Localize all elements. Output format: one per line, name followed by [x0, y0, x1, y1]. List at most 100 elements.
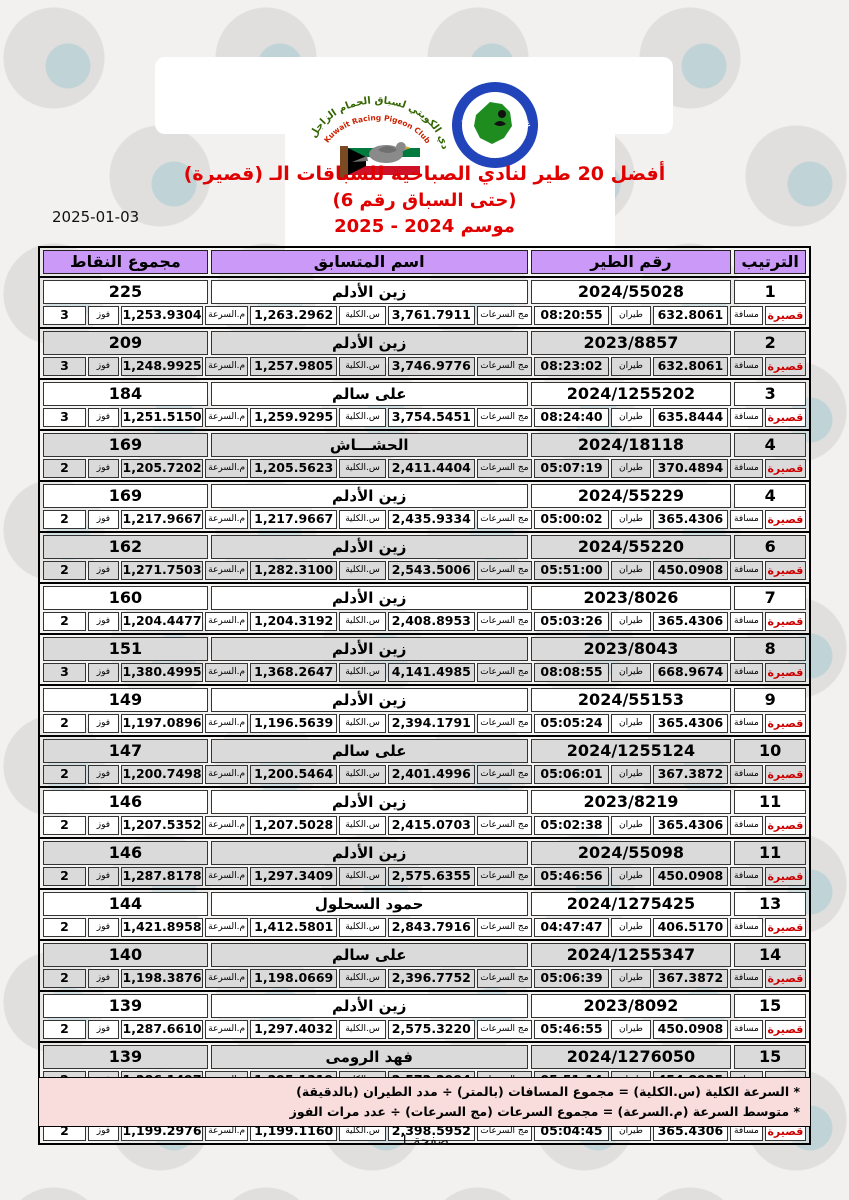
- flight-time-value: 05:51:00: [533, 561, 610, 580]
- race-type-badge: قصيرة: [764, 561, 806, 580]
- sum-speeds-value: 2,408.8953: [387, 612, 475, 631]
- sum-speeds-label: مج السرعات: [476, 459, 532, 478]
- pigeon-number-cell: 2023/8857: [530, 331, 732, 355]
- pigeon-number-cell: 2023/8092: [530, 994, 732, 1018]
- pigeon-number-cell: 2024/1276050: [530, 1045, 732, 1069]
- rank-cell: 7: [734, 586, 806, 610]
- total-speed-label: س.الكلية: [339, 408, 386, 427]
- distance-label: مسافة: [730, 969, 763, 988]
- flight-time-value: 08:23:02: [533, 357, 610, 376]
- avg-speed-value: 1,251.5150: [120, 408, 204, 427]
- entry-main-row: 7 2023/8026 زين الأدلم 160: [40, 585, 809, 611]
- win-label: فوز: [87, 867, 119, 886]
- pigeon-number-cell: 2024/1255202: [530, 382, 732, 406]
- total-speed-value: 1,282.3100: [250, 561, 338, 580]
- entry-detail-row: قصيرة مسافة 450.0908 طيران 05:46:55 مج ا…: [40, 1019, 809, 1039]
- flight-label: طيران: [611, 663, 651, 682]
- entry-detail-row: قصيرة مسافة 365.4306 طيران 05:00:02 مج ا…: [40, 509, 809, 529]
- total-speed-value: 1,200.5464: [250, 765, 338, 784]
- rank-cell: 11: [734, 790, 806, 814]
- sum-speeds-value: 2,415.0703: [387, 816, 475, 835]
- entry-detail-row: قصيرة مسافة 367.3872 طيران 05:06:01 مج ا…: [40, 764, 809, 784]
- total-points-cell: 209: [43, 331, 208, 355]
- flight-time-value: 08:20:55: [533, 306, 610, 325]
- distance-value: 450.0908: [652, 561, 729, 580]
- results-table: الترتيب رقم الطير اسم المتسابق مجموع الن…: [38, 246, 811, 1145]
- total-points-cell: 160: [43, 586, 208, 610]
- total-speed-label: س.الكلية: [339, 663, 386, 682]
- table-row: 14 2024/1255347 على سالم 140 قصيرة مسافة…: [40, 941, 809, 992]
- distance-label: مسافة: [730, 663, 763, 682]
- flight-label: طيران: [611, 765, 651, 784]
- table-row: 6 2024/55220 زين الأدلم 162 قصيرة مسافة …: [40, 533, 809, 584]
- rank-cell: 10: [734, 739, 806, 763]
- sum-speeds-label: مج السرعات: [476, 306, 532, 325]
- distance-label: مسافة: [730, 561, 763, 580]
- distance-value: 367.3872: [652, 969, 729, 988]
- distance-value: 632.8061: [652, 306, 729, 325]
- col-header-rank: الترتيب: [734, 250, 806, 274]
- competitor-name-cell: على سالم: [210, 382, 528, 406]
- rank-cell: 14: [734, 943, 806, 967]
- total-speed-label: س.الكلية: [339, 510, 386, 529]
- wins-value: 2: [43, 867, 86, 886]
- distance-label: مسافة: [730, 612, 763, 631]
- total-speed-value: 1,297.3409: [250, 867, 338, 886]
- sum-speeds-value: 2,575.3220: [387, 1020, 475, 1039]
- flight-time-value: 05:46:56: [533, 867, 610, 886]
- flight-label: طيران: [611, 510, 651, 529]
- avg-speed-value: 1,287.6610: [120, 1020, 204, 1039]
- rank-cell: 2: [734, 331, 806, 355]
- entry-detail-row: قصيرة مسافة 367.3872 طيران 05:06:39 مج ا…: [40, 968, 809, 988]
- table-row: 4 2024/55229 زين الأدلم 169 قصيرة مسافة …: [40, 482, 809, 533]
- title-season: موسم 2024 - 2025: [334, 216, 515, 237]
- avg-speed-value: 1,205.7202: [120, 459, 204, 478]
- flight-label: طيران: [611, 612, 651, 631]
- race-type-badge: قصيرة: [764, 918, 806, 937]
- flight-time-value: 08:08:55: [533, 663, 610, 682]
- distance-label: مسافة: [730, 510, 763, 529]
- avg-speed-value: 1,204.4477: [120, 612, 204, 631]
- win-label: فوز: [87, 714, 119, 733]
- report-titles: أفضل 20 طير لنادي الصباحية للسباقات الـ …: [0, 161, 849, 240]
- avg-speed-value: 1,200.7498: [120, 765, 204, 784]
- total-points-cell: 146: [43, 841, 208, 865]
- pigeon-number-cell: 2024/1255347: [530, 943, 732, 967]
- competitor-name-cell: الحشـــاش: [210, 433, 528, 457]
- distance-value: 370.4894: [652, 459, 729, 478]
- flight-time-value: 05:46:55: [533, 1020, 610, 1039]
- pigeon-number-cell: 2024/55220: [530, 535, 732, 559]
- flight-label: طيران: [611, 408, 651, 427]
- wins-value: 3: [43, 306, 86, 325]
- entry-detail-row: قصيرة مسافة 450.0908 طيران 05:46:56 مج ا…: [40, 866, 809, 886]
- sum-speeds-value: 2,394.1791: [387, 714, 475, 733]
- pigeon-number-cell: 2024/55028: [530, 280, 732, 304]
- avg-speed-label: م.السرعة: [205, 918, 249, 937]
- distance-value: 367.3872: [652, 765, 729, 784]
- table-row: 3 2024/1255202 على سالم 184 قصيرة مسافة …: [40, 380, 809, 431]
- avg-speed-label: م.السرعة: [205, 459, 249, 478]
- rank-cell: 8: [734, 637, 806, 661]
- entry-main-row: 9 2024/55153 زين الأدلم 149: [40, 687, 809, 713]
- entry-main-row: 8 2023/8043 زين الأدلم 151: [40, 636, 809, 662]
- rank-cell: 15: [734, 1045, 806, 1069]
- distance-label: مسافة: [730, 408, 763, 427]
- avg-speed-label: م.السرعة: [205, 306, 249, 325]
- total-speed-value: 1,204.3192: [250, 612, 338, 631]
- rank-cell: 6: [734, 535, 806, 559]
- pigeon-number-cell: 2024/1275425: [530, 892, 732, 916]
- total-speed-label: س.الكلية: [339, 867, 386, 886]
- rank-cell: 11: [734, 841, 806, 865]
- competitor-name-cell: على سالم: [210, 943, 528, 967]
- distance-value: 632.8061: [652, 357, 729, 376]
- col-header-total-points: مجموع النقاط: [43, 250, 208, 274]
- flight-time-value: 08:24:40: [533, 408, 610, 427]
- wins-value: 2: [43, 510, 86, 529]
- entry-main-row: 15 2023/8092 زين الأدلم 139: [40, 993, 809, 1019]
- sum-speeds-value: 3,754.5451: [387, 408, 475, 427]
- avg-speed-value: 1,248.9925: [120, 357, 204, 376]
- footnotes-box: * السرعة الكلية (س.الكلية) = مجموع المسا…: [38, 1077, 811, 1127]
- total-points-cell: 139: [43, 1045, 208, 1069]
- sum-speeds-label: مج السرعات: [476, 918, 532, 937]
